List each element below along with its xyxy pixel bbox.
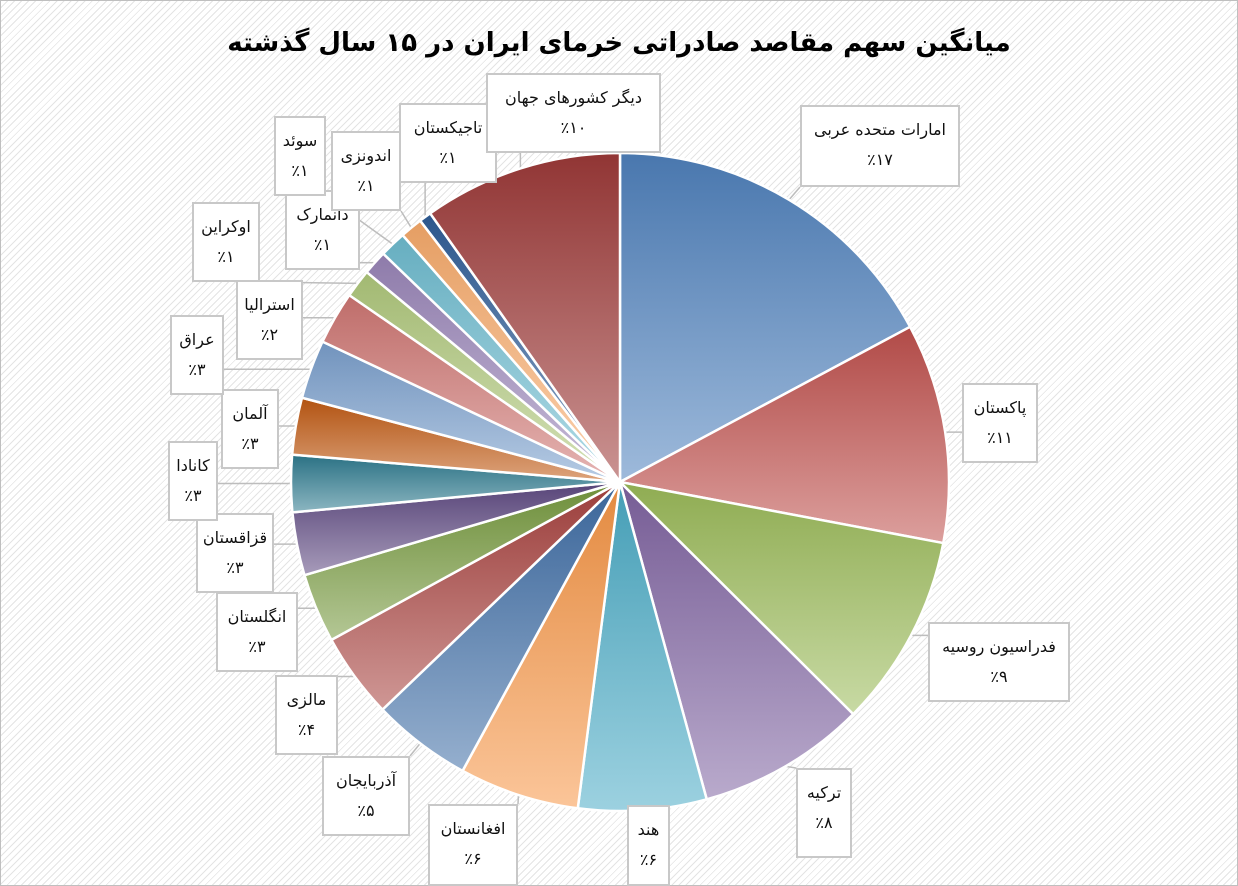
data-label-name: عراق — [179, 330, 215, 349]
data-label: امارات متحده عربی ٪۱۷ — [800, 105, 960, 187]
data-label-percent: ٪۱۰ — [560, 118, 587, 137]
data-label-name: کانادا — [176, 456, 210, 475]
data-label-percent: ٪۱۱ — [987, 428, 1013, 447]
data-label: انگلستان ٪۳ — [216, 592, 298, 672]
data-label-name: فدراسیون روسیه — [942, 637, 1056, 656]
data-label-percent: ٪۶ — [639, 850, 658, 869]
pie-slice — [616, 325, 951, 545]
data-label: پاکستان ٪۱۱ — [962, 383, 1038, 463]
pie-slice — [616, 480, 945, 716]
data-label-percent: ٪۳ — [184, 486, 202, 505]
data-label-percent: ٪۱ — [217, 247, 235, 266]
data-label: دیگر کشورهای جهان ٪۱۰ — [486, 73, 661, 153]
data-label-percent: ٪۸ — [815, 813, 833, 832]
data-label-percent: ٪۳ — [248, 637, 266, 656]
data-label: ترکیه ٪۸ — [796, 768, 852, 858]
data-label-name: هند — [637, 820, 660, 839]
data-label-name: آلمان — [232, 404, 268, 423]
data-label-name: قزاقستان — [202, 528, 268, 547]
pie-slice — [618, 151, 912, 485]
data-label: افغانستان ٪۶ — [428, 804, 518, 886]
chart-title: میانگین سهم مقاصد صادراتی خرمای ایران در… — [227, 28, 1011, 58]
data-label-percent: ٪۱ — [313, 235, 332, 254]
data-label-percent: ٪۳ — [226, 558, 244, 577]
data-label: کانادا ٪۳ — [168, 441, 218, 521]
data-label: اوکراین ٪۱ — [192, 202, 260, 282]
data-label-name: آذربایجان — [335, 771, 397, 790]
data-label: اندونزی ٪۱ — [331, 131, 401, 211]
data-label-name: انگلستان — [227, 607, 287, 626]
data-label-name: امارات متحده عربی — [814, 120, 946, 139]
leader-line — [409, 742, 421, 757]
data-label: استرالیا ٪۲ — [236, 280, 303, 360]
data-label-percent: ٪۶ — [464, 849, 482, 868]
data-label-name: استرالیا — [244, 295, 295, 314]
data-label-percent: ٪۹ — [990, 667, 1008, 686]
data-label: فدراسیون روسیه ٪۹ — [928, 622, 1070, 702]
data-label-percent: ٪۴ — [297, 720, 316, 739]
data-label: هند ٪۶ — [627, 805, 670, 886]
data-label: آلمان ٪۳ — [221, 389, 279, 469]
data-label: سوئد ٪۱ — [274, 116, 326, 196]
data-label-percent: ٪۵ — [357, 801, 375, 820]
data-label: آذربایجان ٪۵ — [322, 756, 410, 836]
leader-line — [400, 210, 412, 229]
pie-slice — [428, 151, 622, 486]
pie-slice — [617, 477, 855, 801]
data-label: مالزی ٪۴ — [275, 675, 338, 755]
leader-line — [788, 186, 801, 201]
data-label-name: افغانستان — [440, 819, 506, 838]
data-label-percent: ٪۳ — [241, 434, 259, 453]
data-label-name: مالزی — [286, 690, 327, 709]
data-label-name: دیگر کشورهای جهان — [504, 88, 643, 107]
data-label-percent: ٪۱ — [357, 176, 375, 195]
data-label-percent: ٪۱۷ — [867, 150, 893, 169]
data-label-percent: ٪۱ — [439, 148, 457, 167]
data-label-percent: ٪۱ — [291, 161, 309, 180]
data-label-name: اوکراین — [201, 217, 251, 236]
data-label: قزاقستان ٪۳ — [196, 513, 274, 593]
data-label: تاجیکستان ٪۱ — [399, 103, 497, 183]
data-label-name: تاجیکستان — [413, 118, 483, 137]
data-label-name: اندونزی — [340, 146, 392, 165]
data-label-name: سوئد — [282, 131, 318, 150]
data-label-percent: ٪۳ — [188, 360, 206, 379]
pie-slice — [460, 481, 622, 810]
data-label: عراق ٪۳ — [170, 315, 224, 395]
data-label-name: ترکیه — [806, 783, 842, 802]
data-label-percent: ٪۲ — [260, 325, 279, 344]
data-label-name: پاکستان — [973, 398, 1027, 417]
